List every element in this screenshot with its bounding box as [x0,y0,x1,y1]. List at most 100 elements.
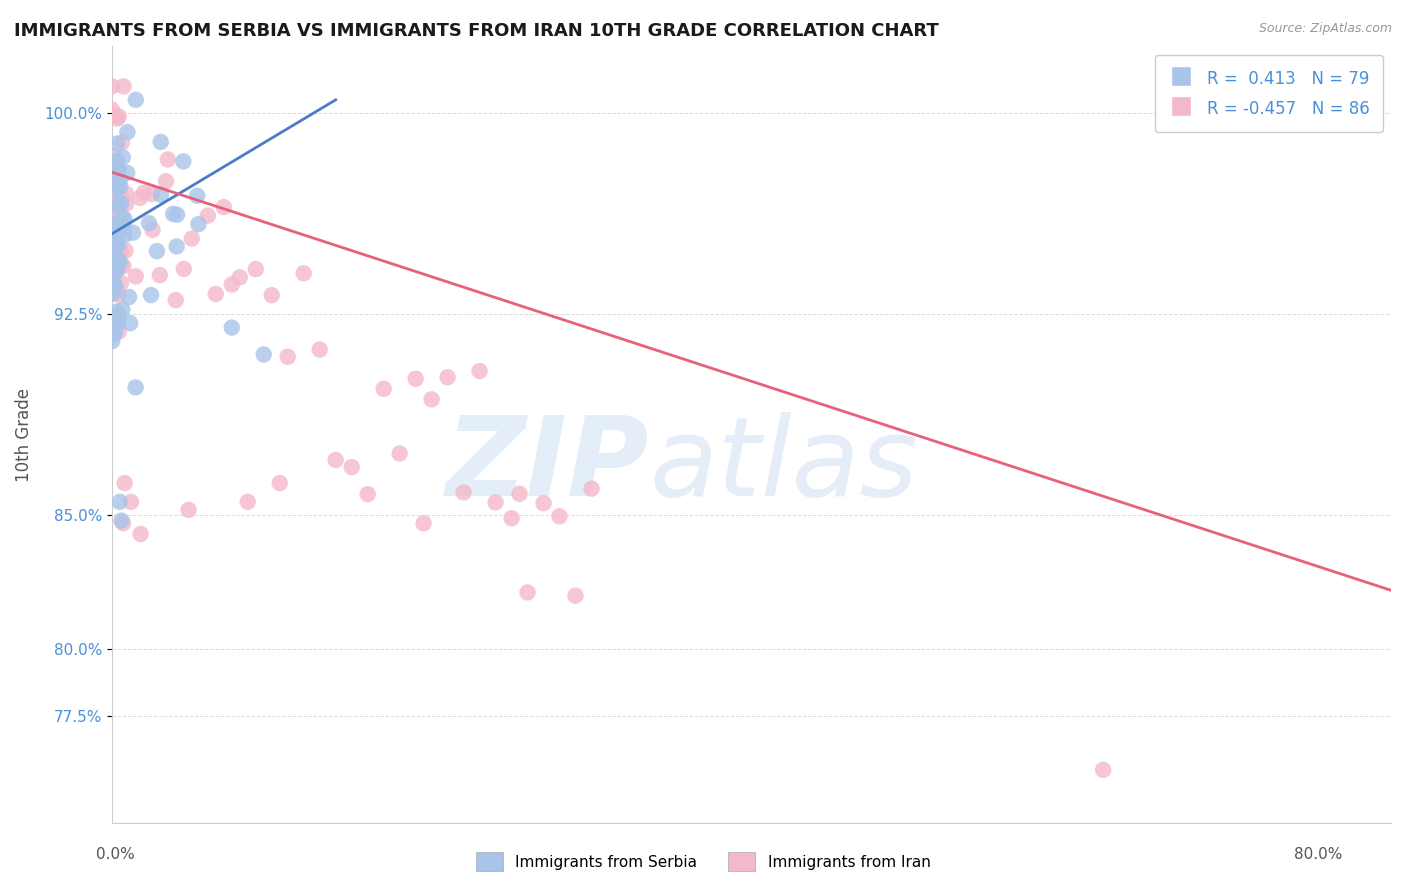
Text: IMMIGRANTS FROM SERBIA VS IMMIGRANTS FROM IRAN 10TH GRADE CORRELATION CHART: IMMIGRANTS FROM SERBIA VS IMMIGRANTS FRO… [14,22,939,40]
Point [581,482,603,496]
Point [115,166,138,180]
Point [103,227,125,241]
Point [112,221,135,235]
Point [101,245,124,260]
Point [103,218,125,232]
Point [308,343,330,357]
Point [155,174,177,188]
Point [104,284,127,298]
Point [180,232,202,246]
Point [277,350,299,364]
Point [129,191,152,205]
Point [104,252,127,266]
Point [108,254,131,268]
Point [112,259,135,273]
Point [107,287,129,301]
Point [1092,763,1115,777]
Point [124,380,146,394]
Point [111,302,134,317]
Point [104,159,127,173]
Point [105,112,128,126]
Point [108,195,131,210]
Point [105,199,128,213]
Point [105,228,128,243]
Point [108,325,131,339]
Point [104,181,127,195]
Point [436,370,458,384]
Point [245,262,267,277]
Point [141,223,163,237]
Point [112,79,135,94]
Point [117,125,139,139]
Point [120,495,142,509]
Point [516,585,538,599]
Point [132,186,155,200]
Point [453,485,475,500]
Point [533,496,555,510]
Point [104,217,127,231]
Point [110,179,132,194]
Point [110,188,132,202]
Point [509,487,531,501]
Point [101,286,124,301]
Point [187,217,209,231]
Y-axis label: 10th Grade: 10th Grade [15,388,32,482]
Point [236,495,259,509]
Point [104,313,127,327]
Point [110,276,132,290]
Point [104,252,127,266]
Point [101,186,124,201]
Point [340,460,363,475]
Point [104,219,127,233]
Point [166,239,188,253]
Point [172,154,194,169]
Point [103,253,125,268]
Point [114,228,136,243]
Point [186,188,208,202]
Point [484,495,506,509]
Point [103,283,125,297]
Point [107,239,129,253]
Point [105,238,128,252]
Point [501,511,523,525]
Legend: R =  0.413   N = 79, R = -0.457   N = 86: R = 0.413 N = 79, R = -0.457 N = 86 [1154,54,1382,132]
Point [405,372,427,386]
Point [138,216,160,230]
Point [105,304,128,318]
Point [104,268,127,283]
Point [108,220,131,235]
Point [107,161,129,176]
Point [162,207,184,221]
Point [101,277,124,292]
Point [101,271,124,285]
Point [177,503,200,517]
Point [412,516,434,531]
Point [107,230,129,244]
Point [110,196,132,211]
Point [107,310,129,324]
Point [325,453,347,467]
Point [204,287,226,301]
Point [221,277,243,292]
Point [103,310,125,324]
Point [292,266,315,280]
Point [112,516,135,531]
Point [564,589,586,603]
Point [107,316,129,330]
Point [229,270,252,285]
Point [149,268,172,282]
Point [101,201,124,215]
Point [197,209,219,223]
Point [120,316,142,330]
Point [101,168,124,182]
Point [149,135,172,149]
Text: atlas: atlas [650,412,918,519]
Point [468,364,491,378]
Point [146,244,169,258]
Point [111,211,134,225]
Point [115,186,138,201]
Point [104,238,127,252]
Point [149,187,172,202]
Point [108,110,131,124]
Point [165,293,187,307]
